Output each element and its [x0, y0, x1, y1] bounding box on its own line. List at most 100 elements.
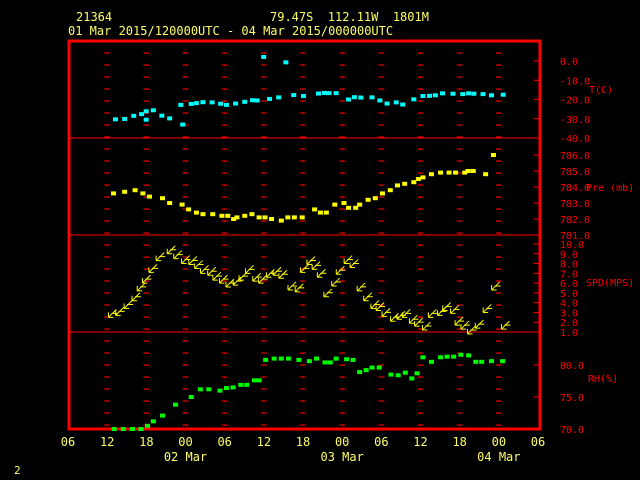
data-point	[262, 215, 268, 220]
data-point	[432, 93, 438, 98]
data-point	[490, 153, 496, 157]
wind-arrow	[331, 277, 341, 287]
data-point	[363, 368, 369, 373]
data-point	[344, 357, 350, 362]
data-point	[269, 217, 275, 221]
y-tick-label: 782.0	[560, 215, 590, 226]
data-point	[402, 181, 408, 186]
wind-arrow	[343, 255, 354, 265]
data-point	[346, 97, 352, 102]
data-point	[420, 94, 426, 99]
data-point	[453, 170, 459, 175]
wind-arrow	[306, 256, 316, 266]
data-point	[276, 95, 282, 100]
data-point	[238, 382, 244, 387]
y-tick-label: 2.0	[560, 318, 578, 329]
y-tick-label: 70.0	[560, 425, 584, 436]
data-point	[223, 386, 229, 391]
data-point	[414, 371, 420, 376]
wind-arrow	[323, 288, 333, 298]
data-point	[483, 172, 489, 177]
wind-arrow	[396, 310, 406, 320]
data-point	[242, 99, 248, 104]
data-point	[471, 91, 477, 96]
data-point	[426, 93, 432, 98]
wind-arrow	[136, 282, 147, 292]
data-point	[150, 419, 156, 424]
data-point	[446, 170, 452, 175]
data-point	[438, 355, 444, 360]
data-point	[409, 376, 415, 381]
data-point	[376, 365, 382, 370]
data-point	[218, 101, 224, 106]
data-point	[160, 196, 165, 201]
data-point	[143, 109, 149, 114]
data-point	[113, 117, 118, 122]
wind-arrow	[408, 314, 419, 324]
data-point	[438, 170, 444, 175]
data-point	[444, 354, 450, 359]
wind-arrow	[115, 307, 125, 316]
y-tick-label: 0.0	[560, 57, 578, 68]
data-point	[350, 357, 356, 362]
wind-arrow	[389, 312, 400, 322]
wind-arrow	[245, 264, 255, 274]
data-point	[283, 60, 289, 65]
data-point	[462, 170, 468, 175]
data-point	[333, 91, 339, 96]
data-point	[323, 210, 329, 215]
y-tick-label: 785.0	[560, 167, 590, 178]
y-tick-label: -30.0	[560, 115, 590, 126]
data-point	[200, 100, 206, 105]
data-point	[377, 98, 383, 103]
data-point	[346, 205, 352, 210]
time-period: 01 Mar 2015/120000UTC - 04 Mar 2015/0000…	[68, 24, 394, 38]
data-point	[301, 94, 306, 99]
x-tick-label: 06	[531, 435, 545, 449]
data-point	[210, 212, 216, 217]
x-tick-label: 12	[100, 435, 114, 449]
wind-arrow	[335, 265, 346, 275]
data-point	[420, 355, 426, 360]
wind-arrow	[181, 255, 191, 265]
data-point	[263, 357, 269, 362]
x-day-label: 02 Mar	[164, 450, 207, 464]
data-point	[178, 102, 184, 107]
wind-arrow	[375, 302, 386, 311]
data-point	[369, 365, 375, 370]
data-point	[500, 92, 506, 97]
station-id: 21364	[76, 10, 113, 24]
x-tick-label: 18	[139, 435, 153, 449]
data-point	[159, 113, 165, 118]
data-point	[146, 194, 152, 199]
data-point	[150, 108, 156, 113]
wind-arrow	[252, 272, 262, 282]
wind-arrow	[155, 252, 166, 262]
data-point	[322, 360, 328, 365]
wind-arrow	[272, 266, 282, 276]
wind-arrow	[356, 282, 367, 292]
data-point	[411, 97, 417, 102]
data-point	[285, 356, 291, 361]
y-tick-label: 784.0	[560, 183, 590, 194]
data-point	[197, 387, 203, 392]
data-point	[233, 101, 239, 106]
data-point	[122, 116, 128, 121]
data-point	[387, 188, 393, 193]
data-point	[256, 378, 262, 383]
data-point	[341, 201, 347, 205]
data-point	[351, 95, 357, 100]
data-point	[129, 427, 135, 431]
data-point	[131, 113, 137, 118]
x-tick-label: 06	[217, 435, 231, 449]
wind-arrow	[450, 305, 460, 314]
y-tick-label: 9.0	[560, 250, 578, 261]
wind-arrow	[131, 292, 141, 302]
y-tick-label: 3.0	[560, 308, 578, 319]
y-tick-label: 80.0	[560, 361, 584, 372]
data-point	[217, 388, 223, 393]
wind-arrow	[207, 266, 217, 276]
data-point	[144, 423, 150, 428]
data-point	[500, 359, 506, 364]
data-point	[369, 95, 375, 100]
